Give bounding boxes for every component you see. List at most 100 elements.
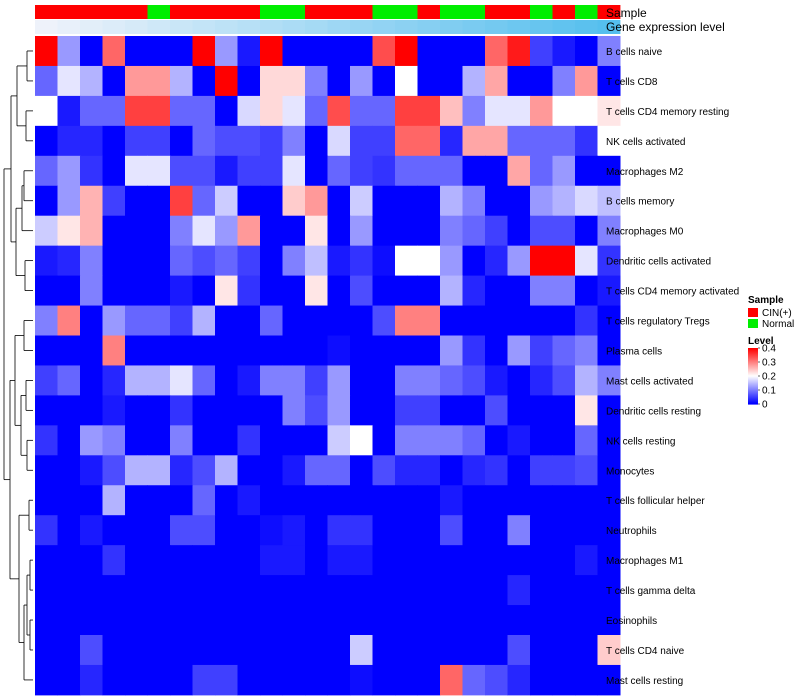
heatmap-cell <box>80 515 103 546</box>
heatmap-cell <box>170 305 193 336</box>
heatmap-cell <box>440 36 463 67</box>
heatmap-cell <box>395 545 418 576</box>
heatmap-cell <box>507 365 531 396</box>
heatmap-cell <box>102 305 126 336</box>
heatmap-cell <box>575 155 598 187</box>
heatmap-cell <box>350 65 373 97</box>
heatmap-cell <box>125 395 148 426</box>
heatmap-cell <box>80 305 103 336</box>
heatmap-cell <box>327 245 351 277</box>
gradient-step <box>748 365 758 367</box>
heatmap-cell <box>125 635 148 666</box>
heatmap-cell <box>192 305 216 336</box>
heatmap-cell <box>440 365 463 396</box>
heatmap-cell <box>260 545 283 576</box>
heatmap-cell <box>57 485 81 516</box>
heatmap-cell <box>440 545 463 576</box>
heatmap-cell <box>327 335 351 366</box>
expression-annotation-cell <box>192 20 216 34</box>
heatmap-cell <box>440 185 463 217</box>
heatmap-cell <box>350 664 373 696</box>
heatmap-cell <box>192 575 216 606</box>
heatmap-cell <box>575 605 598 636</box>
heatmap-cell <box>237 185 261 217</box>
gradient-step <box>748 379 758 381</box>
heatmap-cell <box>80 36 103 67</box>
heatmap-cell <box>147 605 171 636</box>
heatmap-cell <box>552 215 576 247</box>
heatmap-cell <box>260 305 283 336</box>
heatmap-cell <box>327 575 351 606</box>
heatmap-cell <box>372 335 396 366</box>
heatmap-cell <box>57 605 81 636</box>
heatmap-cell <box>147 215 171 247</box>
heatmap-cell <box>215 664 238 696</box>
heatmap-cell <box>530 65 553 97</box>
heatmap-cell <box>462 515 486 546</box>
heatmap-cell <box>597 185 621 217</box>
heatmap-cell <box>282 65 306 97</box>
heatmap-cell <box>125 425 148 456</box>
heatmap-cell <box>530 664 553 696</box>
heatmap-cell <box>597 425 621 456</box>
heatmap-cell <box>372 575 396 606</box>
heatmap-cell <box>282 575 306 606</box>
expression-annotation-cell <box>125 20 148 34</box>
heatmap-cell <box>57 425 81 456</box>
heatmap-cell <box>417 185 441 217</box>
heatmap-cell <box>417 365 441 396</box>
sample-annotation-cell <box>485 5 508 19</box>
heatmap-cell <box>57 65 81 97</box>
heatmap-cell <box>530 185 553 217</box>
heatmap-cell <box>147 365 171 396</box>
heatmap-cell <box>80 664 103 696</box>
expression-annotation-label: Gene expression level <box>606 20 725 34</box>
heatmap-cell <box>35 65 58 97</box>
heatmap-cell <box>575 36 598 67</box>
heatmap-cell <box>462 155 486 187</box>
heatmap-cell <box>530 215 553 247</box>
heatmap-cell <box>80 545 103 576</box>
gradient-step <box>748 352 758 354</box>
heatmap-cell <box>215 335 238 366</box>
heatmap-cell <box>552 95 576 127</box>
heatmap-cell <box>462 125 486 157</box>
heatmap-cell <box>237 485 261 516</box>
heatmap-cell <box>507 305 531 336</box>
heatmap-cell <box>552 395 576 426</box>
heatmap-cell <box>102 185 126 217</box>
heatmap-cell <box>305 605 328 636</box>
gradient-step <box>748 355 758 357</box>
heatmap-cell <box>305 515 328 546</box>
heatmap-cell <box>440 515 463 546</box>
heatmap-cell <box>80 395 103 426</box>
heatmap-cell <box>192 335 216 366</box>
heatmap-cell <box>170 545 193 576</box>
heatmap-cell <box>102 125 126 157</box>
heatmap-cell <box>327 635 351 666</box>
heatmap-cell <box>260 635 283 666</box>
sample-annotation-cell <box>575 5 598 19</box>
heatmap-cell <box>485 245 508 277</box>
heatmap-cell <box>327 425 351 456</box>
heatmap-cell <box>417 215 441 247</box>
heatmap-cell <box>552 185 576 217</box>
heatmap-cell <box>35 485 58 516</box>
heatmap-cell <box>440 245 463 277</box>
heatmap-cell <box>170 455 193 486</box>
gradient-step <box>748 385 758 387</box>
heatmap-cell <box>485 95 508 127</box>
heatmap-cell <box>35 125 58 157</box>
sample-annotation-cell <box>395 5 418 19</box>
heatmap-cell <box>417 425 441 456</box>
heatmap-cell <box>170 605 193 636</box>
heatmap-cell <box>440 125 463 157</box>
heatmap-cell <box>35 305 58 336</box>
heatmap-cell <box>372 605 396 636</box>
heatmap-cell <box>530 485 553 516</box>
heatmap-cell <box>192 485 216 516</box>
heatmap-cell <box>147 425 171 456</box>
heatmap-cell <box>417 95 441 127</box>
heatmap-cell <box>440 65 463 97</box>
gradient-step <box>748 366 758 368</box>
